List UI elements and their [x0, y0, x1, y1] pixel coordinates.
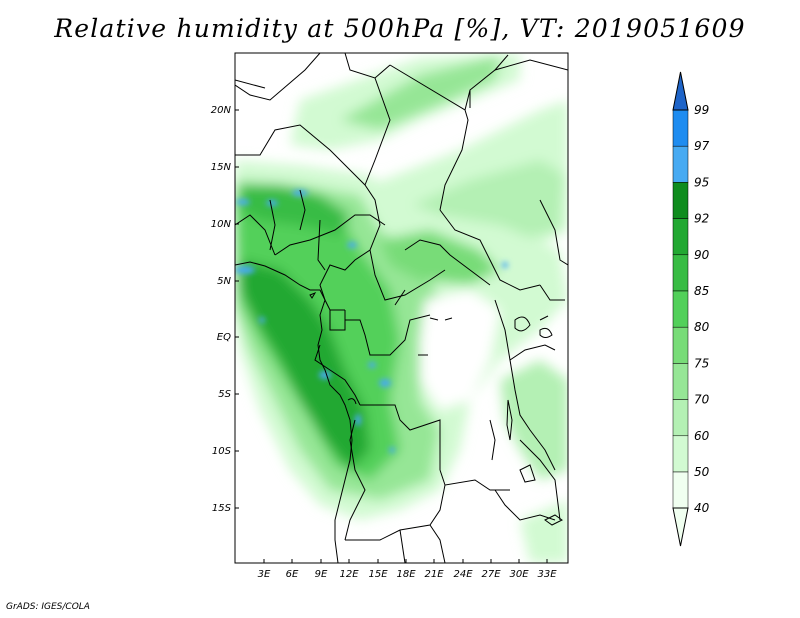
svg-text:6E: 6E: [286, 569, 299, 580]
svg-text:27E: 27E: [481, 569, 501, 580]
colorbar-label: 92: [694, 212, 709, 226]
lat-tick-10n: 10N: [211, 219, 239, 230]
humidity-field: [235, 53, 568, 563]
colorbar-label: 80: [694, 320, 710, 334]
svg-text:EQ: EQ: [217, 332, 231, 343]
lat-axis: 20N 15N 10N 5N EQ 5S 10S 15S: [211, 105, 239, 514]
lat-tick-5s: 5S: [218, 389, 239, 400]
colorbar-label: 60: [694, 429, 710, 443]
svg-text:33E: 33E: [537, 569, 557, 580]
svg-text:15N: 15N: [211, 162, 232, 173]
lon-tick-21e: 21E: [424, 559, 444, 580]
lon-tick-18e: 18E: [396, 559, 416, 580]
lat-tick-10s: 10S: [212, 446, 239, 457]
lat-tick-15n: 15N: [211, 162, 239, 173]
lon-tick-6e: 6E: [286, 559, 299, 580]
colorbar-band: [672, 254, 689, 292]
colorbar-top-arrow: [672, 71, 689, 111]
lon-tick-12e: 12E: [339, 559, 359, 580]
svg-text:30E: 30E: [509, 569, 529, 580]
colorbar-band: [672, 290, 689, 328]
country-borders: [235, 53, 568, 563]
svg-text:18E: 18E: [396, 569, 416, 580]
colorbar-band: [672, 435, 689, 473]
map-title: Relative humidity at 500hPa [%], VT: 201…: [54, 14, 746, 43]
map-frame: [234, 52, 569, 564]
colorbar-band: [672, 182, 689, 219]
colorbar-band: [672, 218, 689, 256]
svg-text:9E: 9E: [315, 569, 328, 580]
colorbar-label: 40: [694, 501, 710, 515]
lon-tick-3e: 3E: [258, 559, 271, 580]
lon-tick-33e: 33E: [537, 559, 557, 580]
colorbar-label: 70: [694, 393, 710, 407]
lon-tick-30e: 30E: [509, 559, 529, 580]
svg-text:10N: 10N: [211, 219, 232, 230]
svg-text:10S: 10S: [212, 446, 232, 457]
colorbar-label: 90: [694, 248, 710, 262]
svg-text:21E: 21E: [424, 569, 444, 580]
colorbar-band: [672, 145, 689, 183]
colorbar-label: 97: [694, 139, 710, 153]
colorbar-band: [672, 471, 689, 509]
lon-tick-15e: 15E: [368, 559, 388, 580]
colorbar-label: 75: [694, 356, 709, 370]
svg-text:5N: 5N: [217, 276, 231, 287]
colorbar-label: 95: [694, 175, 709, 189]
colorbar-labels: 99 97 95 92 90 85 80 75 70 60 50 40: [694, 103, 710, 515]
colorbar: 99 97 95 92 90 85 80 75 70 60 50 40: [672, 71, 710, 547]
grads-credit: GrADS: IGES/COLA: [6, 602, 90, 612]
colorbar-band: [672, 399, 689, 437]
svg-text:12E: 12E: [339, 569, 359, 580]
svg-text:15S: 15S: [212, 503, 232, 514]
lon-tick-9e: 9E: [315, 559, 328, 580]
svg-text:15E: 15E: [368, 569, 388, 580]
colorbar-bottom-arrow: [672, 507, 689, 547]
colorbar-band: [672, 109, 689, 147]
colorbar-label: 85: [694, 284, 709, 298]
svg-text:3E: 3E: [258, 569, 271, 580]
colorbar-label: 50: [694, 465, 710, 479]
svg-text:20N: 20N: [211, 105, 232, 116]
svg-text:5S: 5S: [218, 389, 231, 400]
svg-text:24E: 24E: [453, 569, 473, 580]
lat-tick-20n: 20N: [211, 105, 239, 116]
colorbar-segments: [672, 109, 689, 509]
colorbar-band: [672, 326, 689, 364]
lat-tick-15s: 15S: [212, 503, 239, 514]
colorbar-band: [672, 363, 689, 400]
lon-tick-27e: 27E: [481, 559, 501, 580]
lon-axis: 3E 6E 9E 12E 15E 18E 21E 24E 27E 30E 33E: [258, 559, 557, 580]
lat-tick-5n: 5N: [217, 276, 239, 287]
lon-tick-24e: 24E: [453, 559, 473, 580]
lat-tick-eq: EQ: [217, 332, 239, 343]
colorbar-label: 99: [694, 103, 709, 117]
